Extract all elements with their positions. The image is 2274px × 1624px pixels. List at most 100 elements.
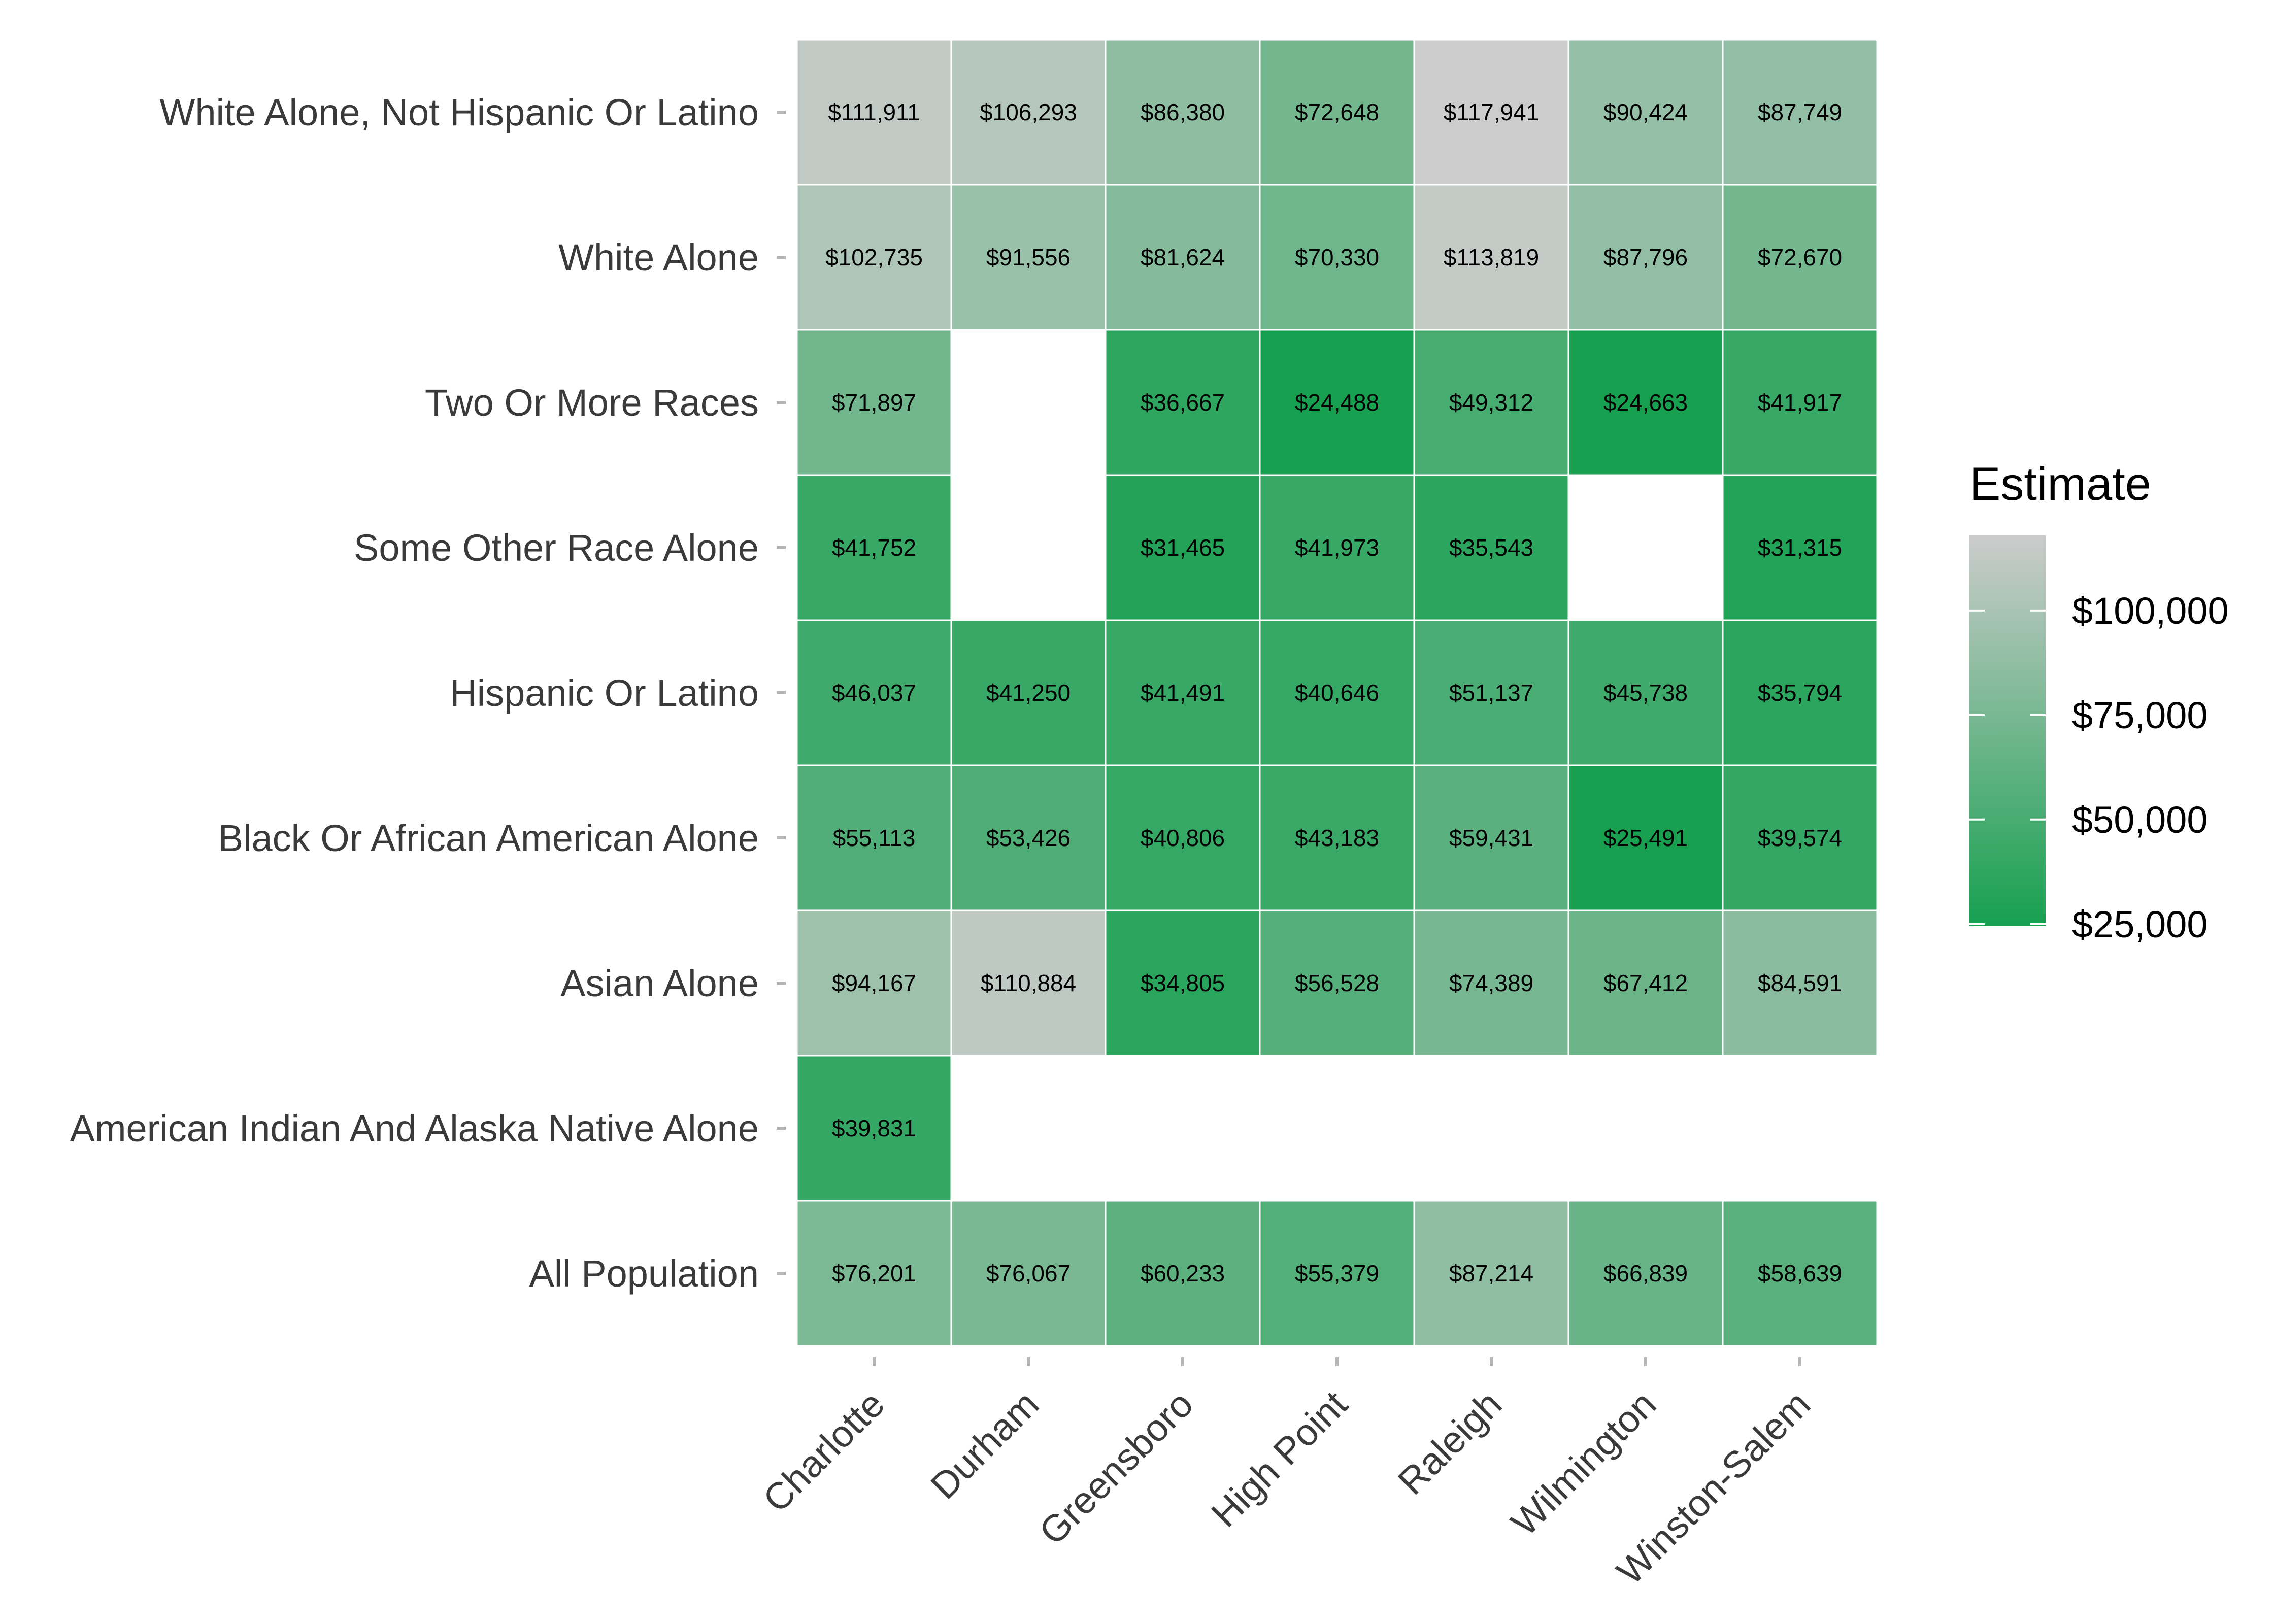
heatmap-cell (1567, 39, 1724, 186)
column-label-high-point: High Point (1203, 1382, 1355, 1535)
heatmap-cell (1259, 474, 1415, 621)
legend-break-label: $100,000 (2072, 590, 2229, 632)
cell-value-label: $87,214 (1449, 1260, 1533, 1287)
cell-value-label: $72,670 (1758, 244, 1842, 270)
heatmap-cell (1567, 619, 1724, 766)
cell-value-label: $39,831 (832, 1115, 916, 1141)
heatmap-cell (1567, 764, 1724, 911)
heatmap-cell (1722, 474, 1878, 621)
heatmap-cell (1567, 909, 1724, 1057)
cell-value-label: $87,796 (1603, 244, 1688, 270)
row-label-some-other-race-alone: Some Other Race Alone (354, 527, 759, 569)
heatmap-cell (1722, 909, 1878, 1057)
heatmap-cell (796, 1055, 952, 1202)
cell-value-label: $25,491 (1603, 825, 1688, 851)
cell-value-label: $87,749 (1758, 99, 1842, 125)
cell-value-label: $106,293 (980, 99, 1077, 125)
heatmap-cell (796, 474, 952, 621)
cell-value-label: $36,667 (1141, 389, 1225, 416)
row-label-american-indian-and-alaska-native-alone: American Indian And Alaska Native Alone (70, 1107, 759, 1149)
legend: Estimate $25,000 $50,000 $75,000 $100,000 (1969, 458, 2229, 945)
heatmap-cell (1722, 764, 1878, 911)
cell-value-label: $31,315 (1758, 534, 1842, 561)
cell-value-label: $49,312 (1449, 389, 1533, 416)
cell-value-label: $67,412 (1603, 970, 1688, 996)
legend-break-label: $75,000 (2072, 694, 2208, 736)
cell-value-label: $41,917 (1758, 389, 1842, 416)
cell-value-label: $41,491 (1141, 680, 1225, 706)
heatmap-cell (1259, 909, 1415, 1057)
row-label-white-alone: White Alone (558, 236, 759, 279)
cell-value-label: $94,167 (832, 970, 916, 996)
heatmap-cell (1413, 39, 1569, 186)
legend-colorbar (1969, 535, 2046, 926)
heatmap-cell (1105, 909, 1261, 1057)
row-labels: White Alone, Not Hispanic Or Latino White… (70, 91, 786, 1295)
cell-value-label: $24,663 (1603, 389, 1688, 416)
column-label-wilmington: Wilmington (1503, 1383, 1664, 1544)
legend-title: Estimate (1969, 458, 2151, 510)
cell-value-label: $81,624 (1141, 244, 1225, 270)
cell-value-label: $84,591 (1758, 970, 1842, 996)
heatmap-cell (1722, 184, 1878, 331)
heatmap-cell (950, 39, 1107, 186)
cell-value-label: $70,330 (1295, 244, 1379, 270)
heatmap-cell (1105, 619, 1261, 766)
heatmap-cell (796, 39, 952, 186)
cell-value-label: $40,646 (1295, 680, 1379, 706)
heatmap-cell (1413, 474, 1569, 621)
heatmap-cell (1105, 329, 1261, 476)
heatmap-cell (950, 909, 1107, 1057)
cell-value-label: $117,941 (1444, 99, 1539, 125)
heatmap-cell (1567, 184, 1724, 331)
cell-value-label: $71,897 (832, 389, 916, 416)
heatmap-cell (950, 619, 1107, 766)
cell-value-label: $41,250 (986, 680, 1071, 706)
cell-value-label: $41,973 (1295, 534, 1379, 561)
heatmap-cell (1722, 329, 1878, 476)
cell-value-label: $45,738 (1603, 680, 1688, 706)
cell-value-label: $46,037 (832, 680, 916, 706)
cell-value-label: $34,805 (1141, 970, 1225, 996)
row-label-hispanic-or-latino: Hispanic Or Latino (450, 672, 759, 714)
row-label-asian-alone: Asian Alone (560, 962, 759, 1004)
heatmap-cell (1413, 329, 1569, 476)
cell-value-label: $51,137 (1449, 680, 1533, 706)
cell-value-label: $72,648 (1295, 99, 1379, 125)
cell-value-label: $113,819 (1444, 244, 1539, 270)
cell-value-label: $66,839 (1603, 1260, 1688, 1287)
heatmap-cell (1722, 1200, 1878, 1347)
cell-value-label: $86,380 (1141, 99, 1225, 125)
heatmap-cell (1259, 764, 1415, 911)
row-label-two-or-more-races: Two Or More Races (425, 382, 759, 424)
cell-value-label: $43,183 (1295, 825, 1379, 851)
cell-value-label: $60,233 (1141, 1260, 1225, 1287)
legend-break-label: $25,000 (2072, 903, 2208, 945)
cell-value-label: $41,752 (832, 534, 916, 561)
heatmap-cell (796, 909, 952, 1057)
row-label-all-population: All Population (529, 1253, 759, 1295)
heatmap-cell (1105, 474, 1261, 621)
cell-value-label: $35,543 (1449, 534, 1533, 561)
cell-value-label: $56,528 (1295, 970, 1379, 996)
heatmap-cell (1567, 1200, 1724, 1347)
cell-value-label: $90,424 (1603, 99, 1688, 125)
heatmap-cell (950, 184, 1107, 331)
cell-value-label: $58,639 (1758, 1260, 1842, 1287)
cell-value-label: $35,794 (1758, 680, 1842, 706)
column-label-greensboro: Greensboro (1031, 1383, 1201, 1553)
cell-value-label: $102,735 (825, 244, 923, 270)
cell-value-label: $91,556 (986, 244, 1071, 270)
heatmap-cell (1259, 619, 1415, 766)
cell-value-label: $74,389 (1449, 970, 1533, 996)
heatmap-cell (1259, 1200, 1415, 1347)
column-label-charlotte: Charlotte (755, 1383, 892, 1520)
heatmap-cell (1413, 184, 1569, 331)
cell-value-label: $55,379 (1295, 1260, 1379, 1287)
row-label-white-alone-not-hispanic-or-latino: White Alone, Not Hispanic Or Latino (160, 91, 759, 133)
heatmap-cells: $111,911 $106,293 $86,380 $72,648 $117,941 $9… (796, 39, 1878, 1347)
heatmap-cell (1105, 39, 1261, 186)
cell-value-label: $59,431 (1449, 825, 1533, 851)
